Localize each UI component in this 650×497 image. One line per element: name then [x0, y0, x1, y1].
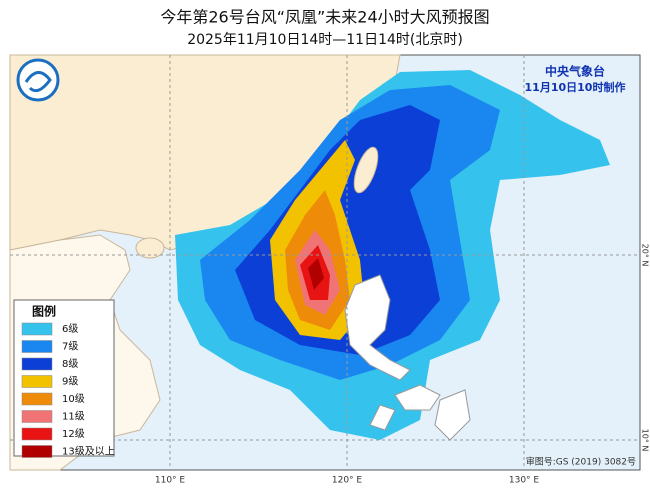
lat-label: 10° N [641, 429, 650, 452]
legend-label: 13级及以上 [62, 446, 115, 458]
legend-label: 12级 [62, 428, 85, 440]
map-review-number: 审图号:GS (2019) 3082号 [526, 456, 636, 468]
legend-label: 9级 [62, 376, 78, 388]
wind-area [308, 258, 324, 290]
legend-swatch [21, 445, 53, 458]
title: 今年第26号台风“凤凰”未来24小时大风预报图 [160, 8, 489, 27]
philippine-islands [369, 384, 471, 441]
lon-label: 110° E [155, 476, 186, 486]
legend-swatch [21, 322, 53, 336]
wind-field [175, 70, 610, 440]
legend: 图例 6级 7级 8级 9级 10级 11级 12级 13级及以上 [13, 299, 115, 458]
legend-label: 7级 [62, 341, 78, 353]
lon-label: 120° E [332, 476, 363, 486]
map: 中央气象台 11月10日10时制作 审图号:GS (2019) 3082号 [9, 54, 641, 471]
logo [16, 58, 60, 102]
agency: 中央气象台 [545, 64, 605, 79]
luzon [344, 274, 411, 381]
legend-swatch [21, 375, 53, 388]
legend-swatch [21, 392, 53, 406]
lon-label: 130° E [509, 476, 540, 486]
legend-swatch [21, 357, 53, 371]
legend-label: 6级 [62, 323, 78, 335]
graticule [10, 55, 640, 470]
legend-title: 图例 [32, 304, 56, 319]
lat-label: 20° N [641, 244, 650, 267]
legend-label: 11级 [62, 411, 85, 423]
issued-time: 11月10日10时制作 [525, 80, 626, 94]
hainan [135, 237, 165, 259]
subtitle: 2025年11月10日14时—11日14时(北京时) [187, 32, 463, 48]
legend-swatch [21, 427, 53, 441]
legend-swatch [21, 410, 53, 423]
taiwan [353, 146, 379, 194]
legend-label: 8级 [62, 358, 78, 370]
legend-label: 10级 [62, 393, 85, 405]
legend-swatch [21, 340, 53, 353]
